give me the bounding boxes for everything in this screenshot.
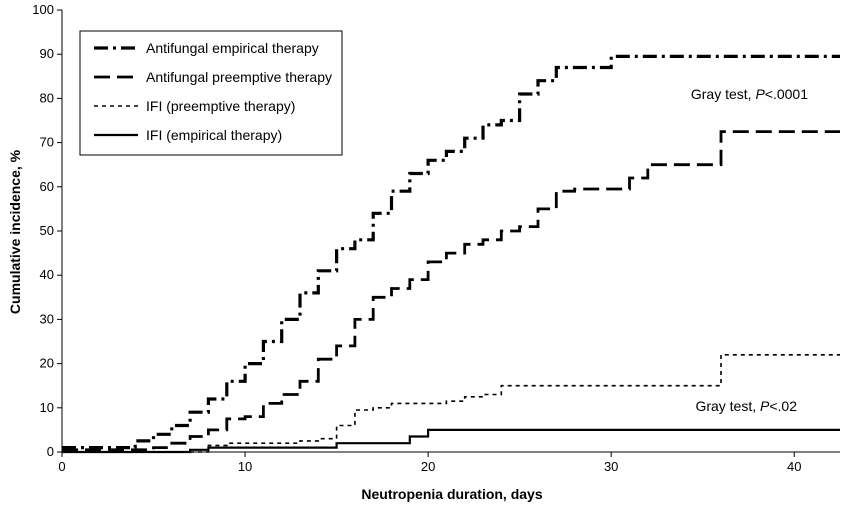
- x-tick-label: 10: [238, 459, 252, 474]
- y-tick-label: 10: [40, 400, 54, 415]
- legend-label-1: Antifungal empirical therapy: [146, 40, 319, 56]
- gray-test-annotation-2: Gray test, P<.02: [695, 398, 797, 414]
- series-line-4: [62, 428, 840, 454]
- annotations: Gray test, P<.0001 Gray test, P<.02: [691, 86, 808, 414]
- series-line-1: [62, 54, 840, 450]
- axis-ticks: 0 10 20 30 40 50 60 70 80 90 100 0 10 20 30 40: [32, 2, 801, 474]
- legend-label-2: Antifungal preemptive therapy: [146, 69, 332, 85]
- y-tick-label: 60: [40, 179, 54, 194]
- y-tick-label: 0: [47, 444, 54, 459]
- gray-test-annotation-1: Gray test, P<.0001: [691, 86, 808, 102]
- y-tick-label: 40: [40, 267, 54, 282]
- series-layer: [62, 54, 840, 454]
- x-tick-label: 40: [787, 459, 801, 474]
- legend-label-4: IFI (empirical therapy): [146, 127, 282, 143]
- y-tick-label: 50: [40, 223, 54, 238]
- y-tick-label: 70: [40, 135, 54, 150]
- x-tick-label: 30: [604, 459, 618, 474]
- y-tick-label: 30: [40, 311, 54, 326]
- y-tick-label: 20: [40, 356, 54, 371]
- series-line-2: [62, 130, 840, 452]
- x-axis-title: Neutropenia duration, days: [361, 486, 542, 502]
- x-tick-label: 0: [58, 459, 65, 474]
- y-axis-title: Cumulative incidence, %: [7, 149, 23, 314]
- y-tick-label: 80: [40, 90, 54, 105]
- y-tick-label: 90: [40, 46, 54, 61]
- y-tick-label: 100: [32, 2, 54, 17]
- legend: Antifungal empirical therapy Antifungal p…: [79, 30, 343, 156]
- legend-label-3: IFI (preemptive therapy): [146, 98, 295, 114]
- x-tick-label: 20: [421, 459, 435, 474]
